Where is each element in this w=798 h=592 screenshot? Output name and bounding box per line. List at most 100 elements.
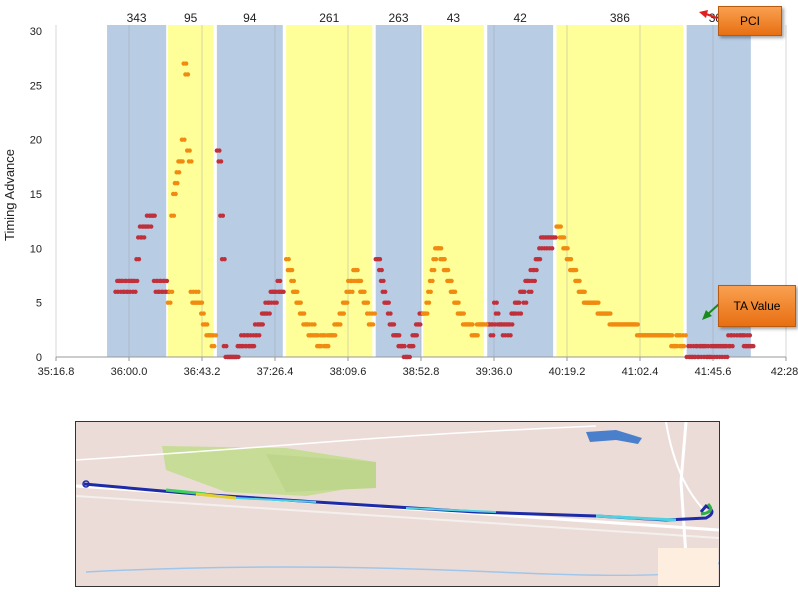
- y-tick-label: 30: [30, 26, 42, 38]
- pci-band-42: [487, 25, 554, 357]
- ta-point: [212, 343, 217, 349]
- ta-point: [277, 278, 283, 284]
- ta-point: [565, 246, 570, 251]
- ta-point: [185, 72, 191, 77]
- ta-point: [510, 322, 515, 327]
- ta-point: [217, 148, 222, 153]
- ta-point: [196, 289, 201, 294]
- ta-point: [461, 311, 466, 316]
- ta-point: [402, 343, 407, 349]
- arrows: [699, 10, 720, 320]
- road-ramp: [665, 422, 707, 513]
- y-axis-title: Timing Advance: [2, 149, 17, 241]
- ta-point: [494, 300, 499, 305]
- ta-point: [142, 235, 147, 240]
- ta-point: [561, 235, 567, 240]
- ta-point: [470, 322, 475, 327]
- pci-label-42: 42: [514, 11, 528, 25]
- data-points: [113, 61, 756, 360]
- ta-point: [341, 311, 347, 316]
- ta-point: [169, 289, 175, 294]
- ta-point: [295, 289, 300, 294]
- pci-label-386: 386: [610, 11, 630, 25]
- pci-labels: 34395942612634342386384: [127, 11, 729, 25]
- ta-point: [428, 289, 433, 294]
- y-tick-label: 10: [30, 243, 42, 255]
- ta-point: [187, 148, 192, 153]
- ta-point: [411, 343, 416, 349]
- ta-point: [414, 333, 420, 338]
- ta-point: [168, 300, 173, 305]
- ta-point: [418, 322, 423, 327]
- route-segment-cyan-3: [595, 514, 677, 522]
- ta-point: [683, 333, 688, 338]
- ta-point: [517, 300, 522, 305]
- ta-point: [386, 300, 391, 305]
- x-tick-label: 38:09.6: [330, 366, 367, 378]
- ta-point: [189, 159, 194, 164]
- y-tick-label: 15: [30, 189, 42, 201]
- ta-point: [152, 213, 157, 218]
- x-tick-label: 38:52.8: [403, 366, 440, 378]
- ta-point: [669, 333, 675, 338]
- ta-point: [635, 322, 641, 327]
- pci-arrowhead: [699, 10, 708, 18]
- route-segment-yellow: [195, 492, 237, 500]
- y-tick-label: 0: [36, 352, 42, 364]
- ta-point: [332, 333, 338, 338]
- ta-point: [553, 235, 558, 240]
- route-map: [75, 421, 720, 587]
- ta-point: [426, 300, 432, 305]
- ta-point: [596, 300, 601, 305]
- ta-point: [388, 311, 393, 316]
- pci-arrow: [705, 13, 718, 19]
- map-graphic: [76, 422, 719, 586]
- pci-band-261: [286, 25, 373, 357]
- ta-point: [180, 159, 185, 164]
- ta-point: [175, 180, 180, 186]
- ta-point: [199, 300, 205, 305]
- road-parallel: [76, 495, 719, 539]
- ta-point: [379, 267, 384, 273]
- ta-point: [725, 354, 730, 360]
- ta-point: [445, 267, 451, 273]
- ta-point: [171, 213, 177, 218]
- ta-point: [452, 289, 458, 294]
- ta-point: [205, 322, 210, 327]
- ta-point: [475, 333, 480, 338]
- pci-label-261: 261: [319, 11, 339, 25]
- ta-point: [523, 300, 529, 305]
- route-segment-cyan-2: [405, 507, 497, 513]
- pci-band-95: [167, 25, 214, 357]
- x-tick-labels: 35:16.8 36:00.0 36:43.2 37:26.4 38:09.6 38:52…: [38, 366, 798, 378]
- ta-point: [534, 267, 539, 273]
- ta-point: [430, 278, 435, 284]
- ta-point: [236, 354, 241, 360]
- x-tick-label: 37:26.4: [257, 366, 294, 378]
- ta-point: [326, 343, 331, 349]
- y-tick-labels: 0 5 10 15 20 25 30: [30, 26, 42, 364]
- pci-label-95: 95: [184, 11, 198, 25]
- ta-point: [425, 311, 430, 316]
- park-area-inner: [266, 454, 376, 492]
- ta-point: [568, 257, 574, 262]
- ta-point: [456, 300, 461, 305]
- ta-point: [381, 278, 386, 284]
- ta-point: [537, 257, 543, 262]
- ta-point: [201, 311, 206, 316]
- ta-point: [449, 278, 454, 284]
- ta-point: [577, 278, 582, 284]
- road-north: [76, 425, 597, 461]
- ta-point: [312, 322, 317, 327]
- route-segment-end: [700, 502, 713, 516]
- ta-point: [681, 343, 687, 349]
- ta-point: [365, 300, 371, 305]
- ta-point: [484, 322, 489, 327]
- ta-point: [260, 322, 265, 327]
- ta-point: [549, 246, 555, 251]
- ta-point: [148, 224, 154, 229]
- y-tick-label: 20: [30, 135, 42, 147]
- ta-point: [281, 289, 286, 294]
- ta-point: [491, 333, 496, 338]
